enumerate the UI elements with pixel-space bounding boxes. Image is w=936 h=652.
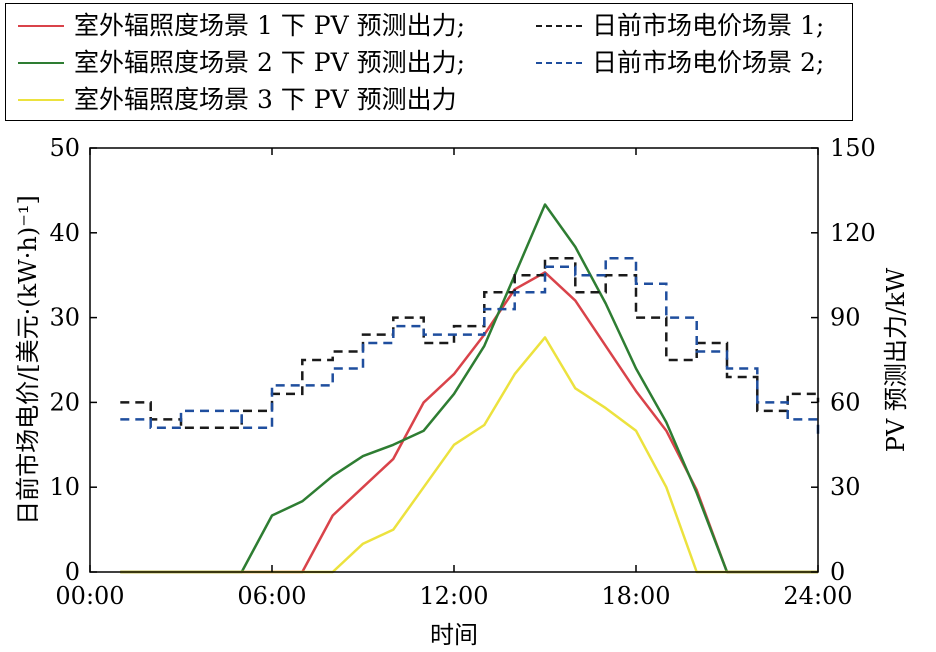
right-y-tick-label: 150	[830, 134, 876, 162]
x-tick-label: 12:00	[419, 582, 488, 610]
legend-label-pv-scenario-2: 室外辐照度场景 2 下 PV 预测出力;	[74, 48, 465, 77]
x-tick-label: 18:00	[601, 582, 670, 610]
legend-item-pv-scenario-3: 室外辐照度场景 3 下 PV 预测出力	[18, 84, 457, 116]
legend-label-pv-scenario-1: 室外辐照度场景 1 下 PV 预测出力;	[74, 11, 465, 40]
plot-frame	[89, 147, 819, 573]
right-y-axis-title: PV 预测出力/kW	[882, 267, 910, 452]
legend-item-pv-scenario-1: 室外辐照度场景 1 下 PV 预测出力;	[18, 10, 465, 42]
left-y-tick-label: 0	[65, 558, 80, 586]
legend-label-price-scenario-1: 日前市场电价场景 1;	[592, 11, 825, 40]
legend-swatch-price-scenario-1	[536, 25, 582, 27]
legend-item-price-scenario-2: 日前市场电价场景 2;	[536, 47, 824, 79]
left-y-tick-label: 20	[49, 388, 80, 416]
legend-swatch-price-scenario-2	[536, 62, 582, 64]
x-tick-label: 06:00	[237, 582, 306, 610]
left-y-tick-label: 50	[49, 134, 80, 162]
legend-label-price-scenario-2: 日前市场电价场景 2;	[592, 48, 825, 77]
x-tick-label: 00:00	[55, 582, 124, 610]
left-y-tick-label: 10	[49, 473, 80, 501]
x-tick-label: 24:00	[783, 582, 852, 610]
legend-item-pv-scenario-2: 室外辐照度场景 2 下 PV 预测出力;	[18, 47, 465, 79]
legend-label-pv-scenario-3: 室外辐照度场景 3 下 PV 预测出力	[74, 85, 457, 114]
x-axis-title: 时间	[430, 621, 478, 649]
right-y-tick-label: 60	[830, 388, 861, 416]
left-y-axis-title: 日前市场电价/[美元·(kW·h)⁻¹]	[14, 195, 42, 525]
legend-swatch-pv-scenario-3	[18, 99, 64, 101]
pv-output-line-scenario-3	[120, 336, 818, 574]
pv-output-line-scenario-1	[120, 271, 818, 574]
right-y-tick-label: 120	[830, 219, 876, 247]
series-layer	[120, 203, 820, 574]
right-y-tick-label: 0	[830, 558, 845, 586]
legend-item-price-scenario-1: 日前市场电价场景 1;	[536, 10, 824, 42]
left-y-tick-label: 30	[49, 304, 80, 332]
price-step-line-scenario-2	[120, 256, 820, 437]
right-y-tick-label: 90	[830, 304, 861, 332]
left-y-tick-label: 40	[49, 219, 80, 247]
right-y-tick-label: 30	[830, 473, 861, 501]
axis-layer: 00:00 06:00 12:00 18:00 24:00010203040500306…	[49, 134, 875, 610]
price-step-line-scenario-1	[120, 256, 820, 430]
pv-output-line-scenario-2	[120, 203, 818, 574]
legend-swatch-pv-scenario-2	[18, 62, 64, 64]
chart-legend: 室外辐照度场景 1 下 PV 预测出力; 日前市场电价场景 1; 室外辐照度场景…	[5, 3, 853, 121]
legend-swatch-pv-scenario-1	[18, 25, 64, 27]
